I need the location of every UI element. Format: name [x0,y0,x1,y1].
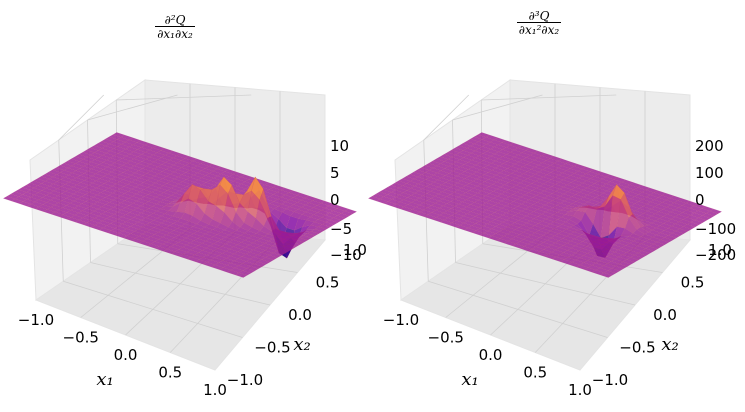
x2-tick-label: 1.0 [343,241,367,259]
x2-tick-label: 0.0 [288,306,312,324]
x2-tick-label: −0.5 [254,339,290,357]
x2-tick-label: −1.0 [227,371,263,389]
x1-axis-label: x₁ [461,369,478,390]
x1-tick-label: 0.5 [523,364,547,382]
surface-facet [295,237,308,243]
surface-mesh [2,132,358,278]
x2-tick-label: 0.5 [316,274,340,292]
surface-facet [615,263,628,269]
surface-facet [633,252,647,258]
surface-facet [265,254,278,261]
surface-facet [603,270,617,276]
grid-line [87,94,178,121]
z-tick-label: −5 [330,220,352,238]
grid-line [452,94,543,121]
x1-tick-label: 0.0 [114,346,138,364]
grid-line [423,94,470,141]
x2-tick-label: 0.5 [681,274,705,292]
surface-facet [280,246,293,252]
z-tick-label: 5 [330,164,340,182]
x1-tick-label: −0.5 [428,329,464,347]
surface-facet [622,259,636,265]
surface-facet [272,250,286,256]
x1-tick-label: −1.0 [18,311,54,329]
z-tick-label: −200 [695,246,736,264]
grid-line [481,94,617,101]
x1-tick-label: 0.0 [479,346,503,364]
surface-facet [238,270,252,276]
grid-line [63,280,243,338]
z-tick-label: 0 [330,191,340,209]
grid-line [58,94,105,141]
x2-tick-label: −1.0 [592,371,628,389]
x2-tick-label: 0.0 [653,306,677,324]
z-tick-label: 0 [695,191,705,209]
surface-facet [287,241,301,247]
grid-line [428,280,608,338]
surface-facet [333,215,346,221]
z-tick-label: 100 [695,164,724,182]
surface-facet [284,243,297,250]
surface-facet [336,213,350,219]
z-tick-label: 10 [330,137,349,155]
surface-facet [234,272,248,278]
x1-tick-label: −0.5 [63,329,99,347]
z-tick-label: −10 [330,246,362,264]
chart-title-left: ∂²Q ∂x₁∂x₂ [135,14,215,40]
surface-facet [329,217,342,223]
chart-title-right: ∂³Q ∂x₁²∂x₂ [499,10,579,36]
x1-tick-label: 0.5 [158,364,182,382]
surface-facet [291,239,305,245]
surface-facet [250,263,263,269]
surface-facet [599,272,613,278]
surface-facet [344,208,358,214]
chart-title-right-numerator: ∂³Q [516,10,562,23]
surface-facet [310,228,324,234]
x1-tick-label: −1.0 [383,311,419,329]
chart-title-left-numerator: ∂²Q [155,14,195,27]
x1-axis-label: x₁ [96,369,113,390]
grid-line [116,94,252,101]
surface-facet [340,210,354,217]
x2-tick-label: −0.5 [619,339,655,357]
x2-axis-label: x₂ [293,334,310,355]
surface-facet [276,248,290,254]
surface-facet [318,224,331,230]
x2-tick-label: 1.0 [708,241,732,259]
x1-tick-label: 1.0 [568,381,592,399]
surface-panel-right: −1.0−0.50.00.51.0−1.0−0.50.00.51.0200100… [367,79,736,399]
surface-facet [261,257,274,263]
surface-panel-left: −1.0−0.50.00.51.0−1.0−0.50.00.51.01050−5… [2,79,367,399]
surface-facet [268,252,282,258]
z-tick-label: −100 [695,220,736,238]
chart-title-left-denominator: ∂x₁∂x₂ [157,27,193,41]
z-tick-label: 200 [695,137,724,155]
x1-tick-label: 1.0 [203,381,227,399]
chart-title-right-denominator: ∂x₁²∂x₂ [518,23,560,37]
surface-facet [257,259,271,265]
surface-facet [325,219,339,225]
surface-mesh [367,132,723,278]
x2-axis-label: x₂ [661,334,678,355]
